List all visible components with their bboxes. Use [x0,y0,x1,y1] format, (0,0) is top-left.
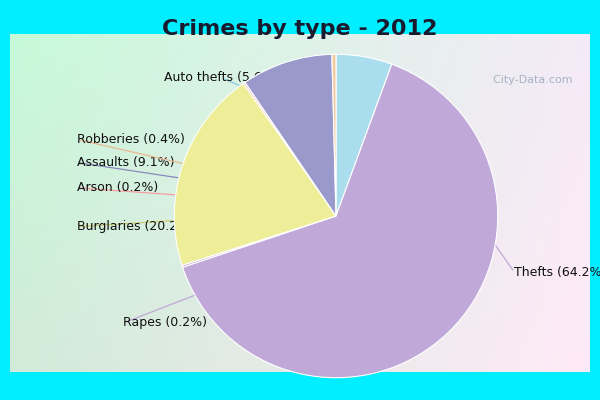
Wedge shape [244,82,336,216]
Text: Burglaries (20.2%): Burglaries (20.2%) [77,220,194,233]
Text: City-Data.com: City-Data.com [486,74,572,84]
Wedge shape [332,54,336,216]
Text: Arson (0.2%): Arson (0.2%) [77,181,158,194]
Text: Assaults (9.1%): Assaults (9.1%) [77,156,175,169]
Text: Thefts (64.2%): Thefts (64.2%) [514,266,600,279]
Wedge shape [336,54,392,216]
Wedge shape [174,84,336,265]
Text: Robberies (0.4%): Robberies (0.4%) [77,133,185,146]
Wedge shape [182,64,498,378]
Wedge shape [245,54,336,216]
Wedge shape [182,216,336,267]
Text: Crimes by type - 2012: Crimes by type - 2012 [163,19,437,39]
Text: Auto thefts (5.6%): Auto thefts (5.6%) [164,72,279,84]
Text: Rapes (0.2%): Rapes (0.2%) [123,316,207,330]
